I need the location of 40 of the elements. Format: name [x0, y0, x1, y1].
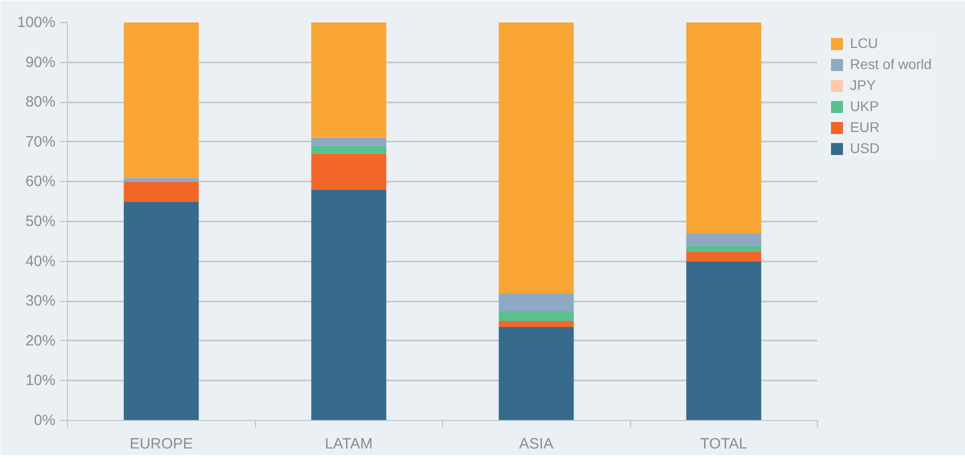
legend-label: USD — [850, 139, 880, 157]
bar — [124, 178, 199, 182]
y-tick-label: 0% — [34, 412, 56, 429]
y-tick-label: 90% — [25, 54, 56, 71]
bar — [311, 138, 386, 146]
legend-label: EUR — [850, 118, 880, 136]
y-tick-label: 50% — [25, 213, 56, 230]
legend-label: Rest of world — [850, 55, 932, 73]
x-tick-label: ASIA — [519, 436, 554, 452]
y-tick-label: 10% — [25, 372, 56, 390]
x-tick-label: LATAM — [324, 436, 373, 452]
bar — [686, 233, 762, 246]
y-tick-label: 60% — [25, 173, 56, 190]
bar — [498, 311, 574, 321]
y-tick-label: 40% — [25, 252, 56, 270]
bar — [311, 154, 386, 190]
x-tick-label: EUROPE — [130, 436, 193, 452]
y-tick-label: 100% — [17, 14, 56, 31]
bar — [124, 22, 199, 178]
bar — [124, 202, 199, 420]
x-tick-label: TOTAL — [700, 436, 748, 452]
bar — [498, 326, 574, 420]
bar — [311, 22, 386, 138]
y-tick-label: 70% — [25, 133, 56, 150]
legend-label: UKP — [850, 97, 879, 115]
y-tick-label: 20% — [25, 332, 56, 350]
bar — [686, 245, 762, 252]
bar — [498, 321, 574, 327]
bar — [686, 22, 762, 234]
y-tick-label: 30% — [25, 292, 56, 310]
bar — [686, 251, 762, 262]
bar — [498, 22, 574, 294]
bar — [311, 146, 386, 154]
y-tick-label: 80% — [25, 94, 56, 111]
legend-label: JPY — [850, 76, 876, 94]
bar — [686, 261, 762, 420]
bar — [498, 293, 574, 312]
bar — [311, 190, 386, 420]
legend-label: LCU — [850, 34, 878, 52]
bar — [124, 182, 199, 202]
